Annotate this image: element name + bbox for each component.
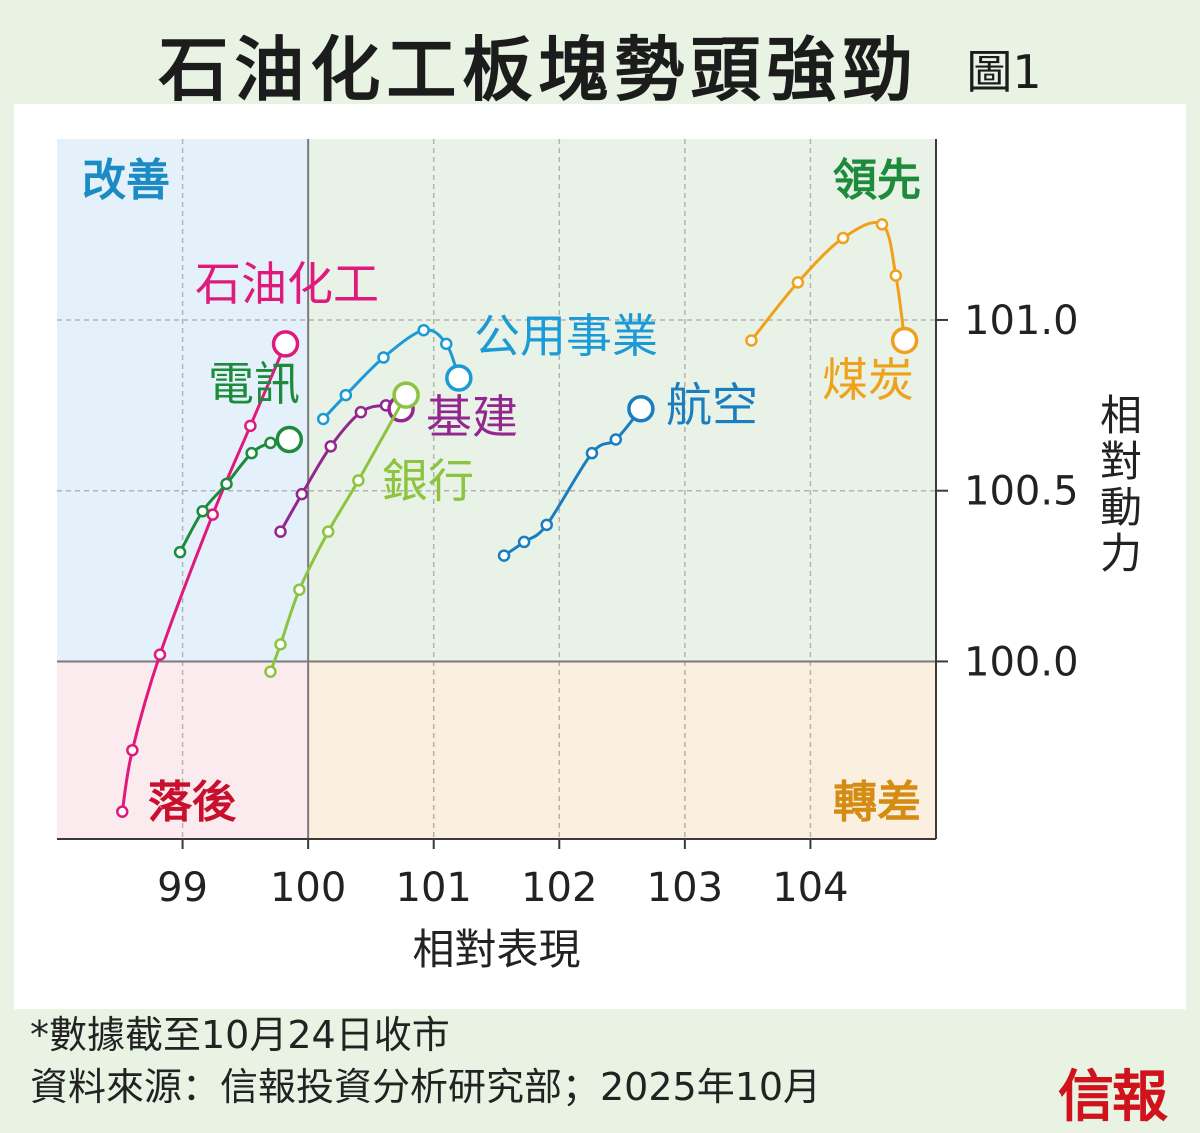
series-point: [153, 648, 167, 661]
series-point: [497, 549, 511, 562]
y-tick-label: 100.5: [964, 469, 1079, 515]
series-point: [585, 446, 599, 460]
quadrant-label-lagging: 落後: [148, 777, 237, 828]
series-point: [264, 665, 277, 678]
series-trail: [750, 221, 907, 342]
quadrant-label-weakening: 轉差: [833, 777, 921, 828]
series-label: 銀行: [382, 454, 474, 508]
series-point: [836, 231, 850, 245]
series-point: [354, 405, 368, 419]
series-current-point: [445, 364, 473, 392]
series-point: [321, 525, 335, 538]
x-tick-label: 103: [647, 865, 723, 911]
series-point: [339, 388, 353, 402]
series-point: [440, 337, 453, 351]
x-tick-label: 101: [396, 865, 472, 911]
series-current-point: [275, 425, 304, 454]
series-point: [316, 412, 330, 426]
series-current-point: [392, 381, 420, 409]
x-tick-label: 104: [772, 865, 848, 911]
series-point: [540, 518, 553, 532]
series-point: [274, 525, 287, 538]
series-point: [206, 508, 219, 521]
series-0: [116, 330, 300, 818]
quadrant-weakening: [308, 661, 937, 839]
series-point: [791, 276, 805, 289]
series-label: 電訊: [208, 357, 300, 411]
series-point: [377, 351, 390, 364]
series-point: [293, 583, 306, 596]
series-1: [173, 425, 304, 559]
y-tick-label: 101.0: [964, 298, 1079, 344]
x-tick-label: 100: [270, 865, 346, 911]
series-point: [517, 535, 531, 549]
series-point: [889, 269, 903, 282]
series-label: 航空: [666, 378, 758, 432]
series-point: [609, 433, 623, 446]
series-label: 基建: [426, 390, 518, 444]
series-2: [316, 323, 473, 426]
chart-title: 石油化工板塊勢頭強勁: [158, 29, 919, 111]
series-point: [220, 477, 233, 491]
series-current-point: [890, 326, 919, 355]
series-point: [126, 743, 139, 757]
brand-logo: 信報: [1058, 1064, 1168, 1130]
title-bar: 石油化工板塊勢頭強勁 圖1: [0, 14, 1200, 115]
x-axis-label: 相對表現: [412, 925, 580, 974]
x-tick-label: 99: [157, 865, 208, 911]
series-point: [196, 504, 209, 518]
series-point: [745, 334, 758, 347]
y-tick-label: 100.0: [964, 639, 1079, 685]
series-label: 石油化工: [195, 257, 379, 311]
series-5: [497, 395, 655, 562]
series-point: [274, 638, 287, 651]
series-point: [875, 218, 889, 231]
quadrant-label-improving: 改善: [82, 155, 170, 206]
quadrant-label-leading: 領先: [833, 155, 921, 206]
series-current-point: [271, 330, 300, 358]
series-point: [352, 474, 365, 487]
footnote: *數據截至10月24日收市: [30, 1013, 450, 1057]
y-axis-label: 相對動力: [1100, 391, 1142, 578]
series-label: 煤炭: [822, 353, 914, 407]
series-point: [417, 323, 430, 337]
series-point: [173, 545, 187, 559]
series-point: [295, 487, 309, 501]
figure-label: 圖1: [966, 45, 1042, 99]
x-tick-label: 102: [521, 865, 597, 911]
series-point: [116, 805, 129, 818]
series-point: [244, 419, 257, 433]
series-point: [324, 440, 337, 453]
series-4: [264, 381, 420, 678]
series-point: [264, 436, 277, 450]
series-label: 公用事業: [474, 309, 658, 363]
series-point: [245, 446, 258, 460]
series-current-point: [627, 395, 655, 423]
source-note: 資料來源：信報投資分析研究部；2025年10月: [30, 1065, 822, 1109]
series-6: [745, 218, 919, 355]
